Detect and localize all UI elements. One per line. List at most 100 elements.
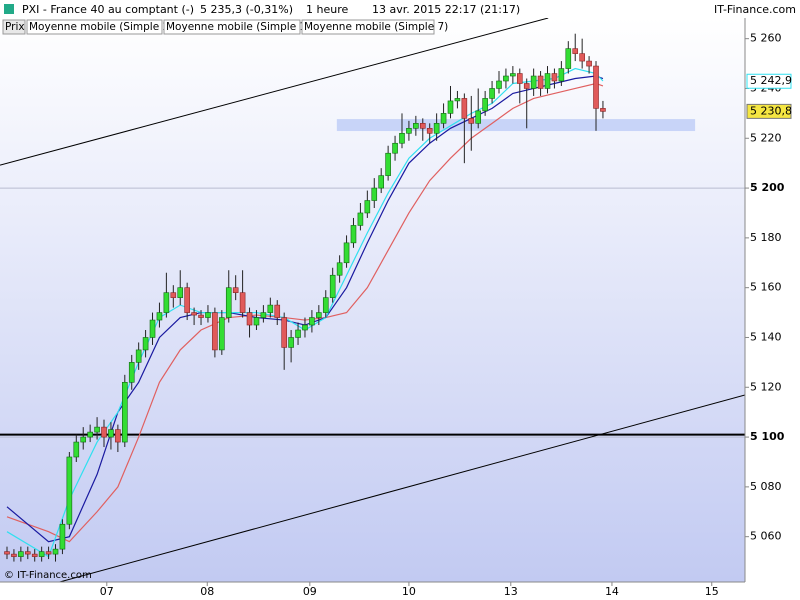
candle-body [426,128,433,134]
candle-body [523,83,530,89]
candle-body [149,319,156,338]
candle-body [101,426,107,438]
candle-body [503,75,509,82]
candle-body [468,118,475,124]
trendline [59,394,745,582]
candle-body [586,60,592,67]
candle-body [128,362,135,383]
candle-body [600,108,606,112]
candle-body [378,175,384,189]
candle-body [108,429,114,438]
candle-body [94,426,100,433]
candle-body [399,132,405,144]
legend-label: Moyenne mobile (Simple 20) [29,21,180,33]
y-tick-label: 5 060 [750,530,782,543]
candle-body [593,65,599,109]
legend-label: Moyenne mobile (Simple 11) [166,21,317,33]
candle-body [225,287,232,318]
y-tick-label: 5 100 [750,430,785,443]
candle-body [496,80,502,89]
candle-body [461,98,468,119]
logo [4,4,14,14]
trendline [0,18,549,166]
candle-body [115,429,121,443]
candle-body [572,48,579,54]
support-zone [336,119,696,132]
candle-body [38,551,45,557]
candle-body [295,329,301,338]
candle-body [59,523,66,550]
candle-body [364,200,371,214]
price-label-box [746,73,792,89]
candle-body [170,292,177,298]
legend-box [26,19,163,35]
candle-body [184,287,190,313]
candle-body [419,123,426,129]
candle-body [489,88,495,99]
candle-body [281,317,287,348]
candle-body [135,349,142,363]
y-tick-label: 5 080 [750,480,782,493]
y-tick-label: 5 120 [750,380,782,393]
moving-average [6,67,604,558]
candle-body [18,551,24,557]
y-tick-label: 5 160 [750,281,782,294]
x-tick-label: 09 [303,585,317,598]
legend-label: Prix [5,21,25,33]
candle-body [24,551,31,555]
candle-body [4,551,10,555]
candle-body [392,142,398,154]
candle-body [52,548,59,555]
candle-body [516,73,523,84]
candle-body [454,98,461,102]
candle-body [510,73,516,77]
candle-body [475,110,482,124]
candle-body [239,292,246,313]
period: 1 heure [306,3,348,16]
x-tick-label: 15 [705,585,719,598]
y-tick-label: 5 200 [750,181,785,194]
candle-body [406,128,412,134]
candle-body [87,431,93,438]
x-tick-label: 08 [200,585,214,598]
candle-body [565,48,572,69]
candle-body [309,317,315,326]
candle-body [322,297,329,313]
legend: Prix Moyenne mobile (Simple 20)Moyenne mo… [2,19,448,35]
copyright: © IT-Finance.com [4,570,92,581]
site: IT-Finance.com [714,3,796,16]
x-tick-label: 14 [605,585,619,598]
price-label: 5 242,9 [750,74,792,87]
candle-body [73,441,80,458]
candle-body [329,274,336,298]
candle-body [371,187,378,201]
candle-body [122,381,128,443]
candle-body [558,68,565,82]
candle-body [232,287,239,293]
candle-body [177,287,184,298]
quote: 5 235,3 (-0,31%) [200,3,293,16]
candle-body [156,312,163,321]
candle-body [544,73,551,89]
candle-body [31,553,38,557]
candle-body [440,113,447,124]
candle-body [288,337,294,348]
candle-body [260,312,267,318]
legend-label: Moyenne mobile (Simple 7) [304,21,448,33]
y-tick-label: 5 180 [750,231,782,244]
candle-body [212,312,218,351]
candle-body [246,312,253,326]
candle-body [551,73,558,82]
x-tick-label: 07 [100,585,114,598]
candle-body [482,98,488,112]
candle-body [336,262,343,276]
title: PXI - France 40 au comptant (-) [22,3,194,16]
candle-body [163,292,170,313]
candle-body [142,337,149,351]
x-tick-label: 10 [402,585,416,598]
y-tick-label: 5 220 [750,131,782,144]
plot-area [0,18,745,582]
moving-average [6,75,604,543]
candle-body [11,553,17,557]
plot [0,18,745,582]
